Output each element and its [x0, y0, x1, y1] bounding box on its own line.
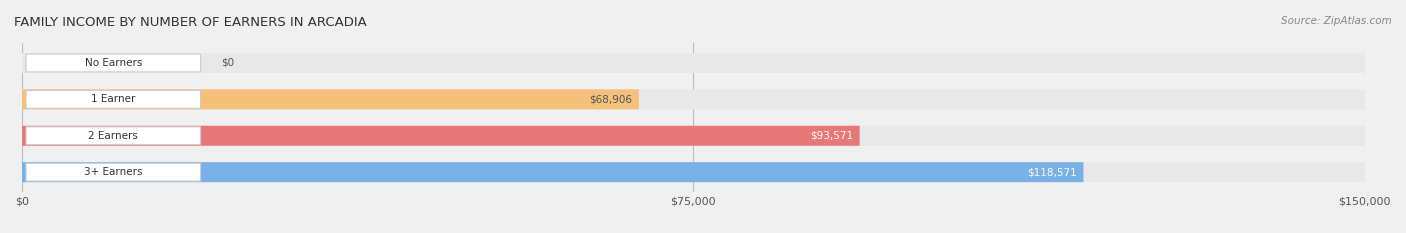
FancyBboxPatch shape — [22, 162, 1084, 182]
FancyBboxPatch shape — [22, 53, 1365, 73]
FancyBboxPatch shape — [27, 127, 201, 145]
FancyBboxPatch shape — [22, 89, 638, 109]
Text: 1 Earner: 1 Earner — [91, 94, 135, 104]
FancyBboxPatch shape — [22, 126, 1365, 146]
FancyBboxPatch shape — [27, 163, 201, 181]
Text: $118,571: $118,571 — [1026, 167, 1077, 177]
Text: 2 Earners: 2 Earners — [89, 131, 138, 141]
FancyBboxPatch shape — [22, 89, 1365, 109]
Text: $0: $0 — [221, 58, 233, 68]
Text: $93,571: $93,571 — [810, 131, 853, 141]
FancyBboxPatch shape — [22, 126, 859, 146]
FancyBboxPatch shape — [27, 90, 201, 108]
FancyBboxPatch shape — [27, 54, 201, 72]
Text: Source: ZipAtlas.com: Source: ZipAtlas.com — [1281, 16, 1392, 26]
Text: FAMILY INCOME BY NUMBER OF EARNERS IN ARCADIA: FAMILY INCOME BY NUMBER OF EARNERS IN AR… — [14, 16, 367, 29]
Text: $68,906: $68,906 — [589, 94, 633, 104]
FancyBboxPatch shape — [22, 162, 1365, 182]
Text: 3+ Earners: 3+ Earners — [84, 167, 142, 177]
Text: No Earners: No Earners — [84, 58, 142, 68]
